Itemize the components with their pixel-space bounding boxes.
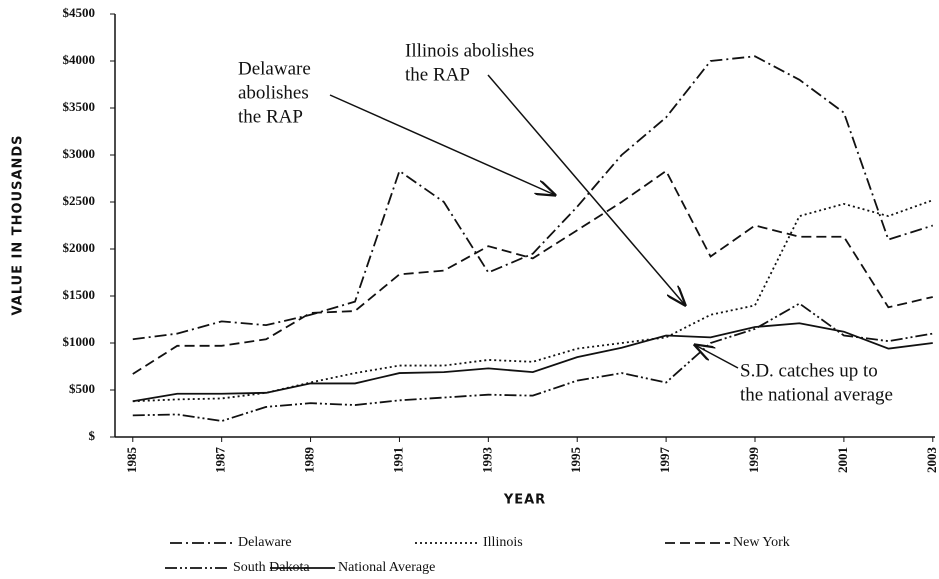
annotation-text: S.D. catches up to: [740, 360, 878, 381]
x-tick-label: 1987: [213, 447, 228, 474]
legend-label: New York: [733, 535, 790, 550]
legend-label: Illinois: [483, 535, 523, 550]
annotation-text: Illinois abolishes: [405, 40, 534, 61]
annotation-text: abolishes: [238, 82, 309, 103]
y-tick-label: $3500: [63, 99, 96, 114]
legend-label: Delaware: [238, 535, 292, 550]
annotation-text: the RAP: [238, 106, 303, 127]
annotation-arrow: [695, 345, 739, 369]
x-tick-label: 1989: [302, 447, 317, 474]
y-tick-label: $3000: [63, 146, 96, 161]
y-tick-label: $4500: [63, 5, 96, 20]
y-tick-label: $1500: [63, 287, 96, 302]
x-axis-title: YEAR: [503, 493, 546, 508]
x-tick-label: 1993: [479, 447, 494, 474]
x-tick-label: 1995: [568, 447, 583, 474]
x-tick-label: 1999: [746, 447, 761, 474]
series-line: [132, 302, 933, 422]
y-tick-label: $500: [69, 381, 95, 396]
x-tick-label: 1991: [390, 447, 405, 473]
series-line: [132, 322, 933, 403]
annotation-text: the RAP: [405, 64, 470, 85]
x-tick-label: 1997: [657, 447, 672, 474]
y-tick-label: $4000: [63, 52, 96, 67]
annotation-arrow: [329, 94, 555, 195]
x-tick-label: 2001: [835, 447, 850, 473]
series-line: [132, 55, 934, 341]
y-axis-title: VALUE IN THOUSANDS: [11, 134, 26, 315]
legend-label: National Average: [338, 560, 435, 575]
series-line: [132, 169, 933, 375]
annotation-text: Delaware: [238, 58, 311, 79]
annotation-arrow: [487, 74, 685, 305]
y-tick-label: $1000: [63, 334, 96, 349]
x-tick-label: 2003: [924, 447, 939, 474]
y-tick-label: $2000: [63, 240, 96, 255]
y-tick-label: $: [89, 428, 96, 443]
x-tick-label: 1985: [124, 447, 139, 474]
annotation-text: the national average: [740, 384, 893, 405]
y-tick-label: $2500: [63, 193, 96, 208]
